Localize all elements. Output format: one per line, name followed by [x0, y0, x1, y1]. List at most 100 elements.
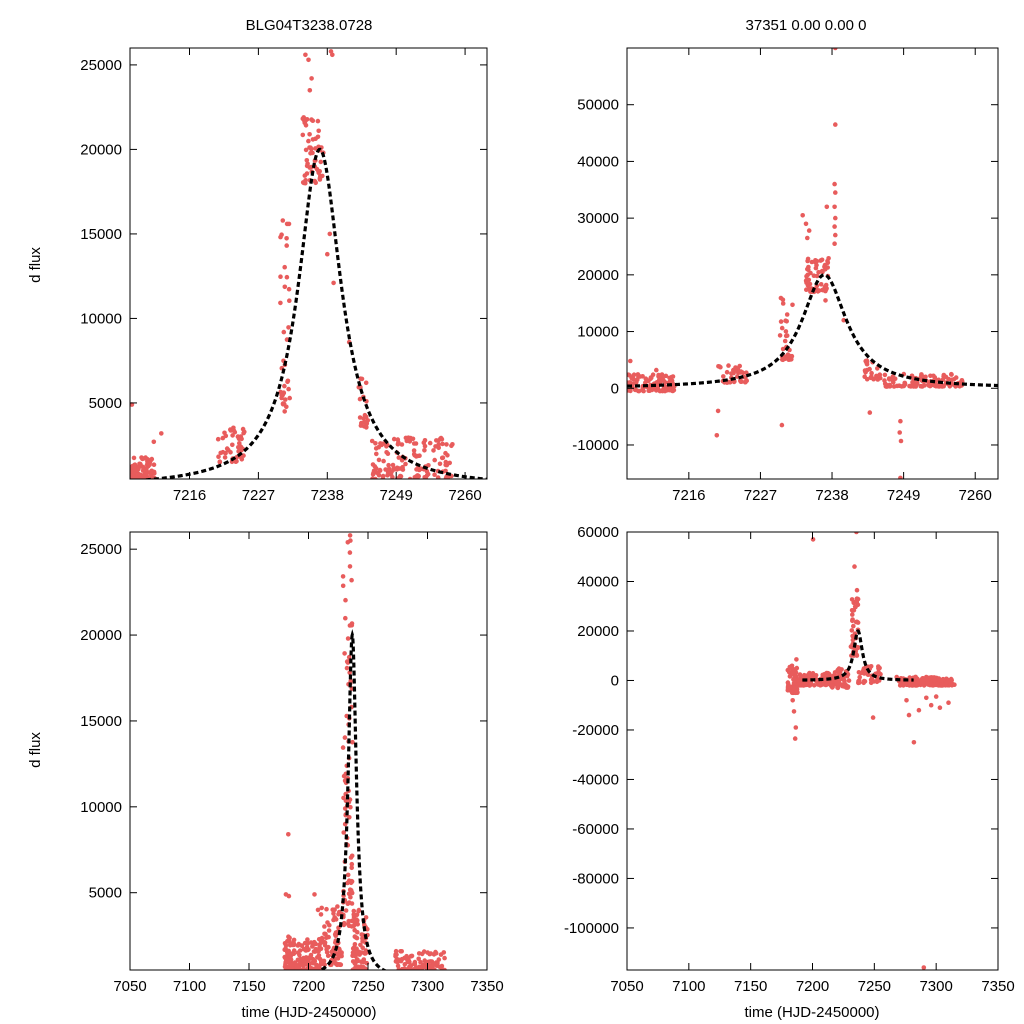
y-tick-label: -10000 [572, 437, 619, 454]
x-tick-label: 7100 [672, 978, 705, 995]
data-point-350 [891, 380, 896, 385]
data-point-393 [824, 204, 830, 210]
data-point-35 [670, 374, 676, 379]
data-point-71 [131, 469, 137, 475]
data-point-325 [385, 451, 391, 457]
data-point-331 [345, 872, 351, 878]
data-point-270 [440, 441, 445, 447]
data-point-320 [369, 438, 375, 444]
data-point-348 [403, 461, 408, 467]
data-point-496 [921, 677, 927, 683]
data-point-194 [332, 907, 337, 912]
data-point-376 [331, 280, 336, 286]
data-point-155 [291, 940, 296, 945]
data-point-515 [810, 537, 816, 542]
data-point-529 [933, 694, 939, 699]
data-point-510 [792, 736, 798, 741]
data-point-290 [852, 604, 858, 609]
data-point-350 [447, 460, 453, 466]
data-point-365 [130, 402, 135, 407]
data-point-251 [322, 940, 328, 945]
data-point-159 [783, 318, 788, 324]
data-point-163 [306, 138, 311, 144]
data-point-528 [924, 695, 929, 701]
x-tick-label: 7300 [411, 978, 444, 995]
data-point-518 [854, 587, 860, 593]
data-point-503 [901, 683, 906, 688]
x-tick-label: 7249 [379, 487, 412, 504]
data-point-330 [346, 654, 352, 660]
data-point-231 [362, 412, 368, 418]
data-point-191 [303, 178, 308, 183]
data-point-358 [913, 384, 919, 389]
x-tick-label: 7350 [981, 978, 1014, 995]
x-tick-label: 7100 [173, 978, 206, 995]
data-point-169 [789, 353, 795, 359]
data-point-361 [383, 467, 388, 472]
data-layer [130, 49, 487, 479]
data-point-106 [241, 430, 246, 436]
data-point-153 [284, 236, 289, 241]
plot-frame [626, 531, 999, 971]
data-point-76 [131, 455, 137, 461]
data-point-519 [402, 967, 407, 970]
data-point-62 [791, 668, 797, 673]
data-point-504 [420, 962, 426, 968]
data-point-359 [427, 440, 433, 446]
data-point-358 [414, 474, 419, 479]
data-point-291 [399, 442, 405, 447]
y-tick-label: 10000 [80, 310, 122, 327]
data-point-128 [735, 374, 740, 379]
data-point-198 [302, 173, 308, 178]
data-point-368 [303, 52, 308, 58]
data-point-320 [340, 574, 346, 579]
data-point-380 [800, 213, 805, 218]
data-point-121 [217, 459, 223, 465]
data-point-409 [361, 959, 367, 965]
data-point-319 [949, 371, 954, 377]
data-point-530 [286, 832, 291, 837]
data-point-157 [278, 274, 283, 280]
y-tick-label: 30000 [577, 210, 619, 227]
data-point-433 [353, 935, 359, 940]
data-point-134 [743, 379, 748, 385]
data-point-335 [370, 476, 375, 479]
data-point-346 [411, 448, 417, 453]
x-tick-label: 7238 [815, 487, 848, 504]
data-point-325 [951, 377, 957, 382]
data-point-163 [309, 967, 315, 970]
data-point-144 [286, 286, 292, 292]
data-point-331 [861, 678, 867, 684]
x-tick-label: 7227 [242, 487, 275, 504]
data-point-522 [412, 961, 418, 967]
data-point-394 [823, 298, 828, 303]
data-point-146 [278, 300, 283, 306]
data-point-396 [867, 410, 873, 415]
data-point-331 [377, 467, 383, 473]
data-point-323 [350, 739, 355, 745]
x-tick-label: 7150 [734, 978, 767, 995]
data-point-304 [381, 458, 386, 464]
data-point-192 [809, 259, 815, 265]
data-point-109 [237, 441, 242, 446]
data-point-59 [791, 672, 796, 677]
data-point-377 [714, 433, 720, 438]
data-point-75 [793, 689, 799, 695]
data-point-399 [898, 438, 904, 444]
data-point-96 [218, 450, 223, 456]
data-point-134 [280, 218, 286, 223]
data-point-296 [439, 455, 445, 461]
data-point-309 [931, 373, 936, 379]
data-point-12 [663, 373, 669, 379]
data-point-239 [804, 287, 809, 293]
data-point-400 [898, 475, 903, 479]
y-tick-label: 10000 [577, 324, 619, 341]
y-tick-label: 5000 [89, 395, 122, 412]
data-point-73 [130, 475, 135, 479]
data-point-430 [351, 967, 356, 970]
data-point-102 [315, 955, 320, 960]
data-point-379 [779, 422, 785, 428]
plot-frame [129, 47, 488, 480]
data-point-82 [216, 454, 221, 460]
data-point-201 [806, 277, 812, 283]
